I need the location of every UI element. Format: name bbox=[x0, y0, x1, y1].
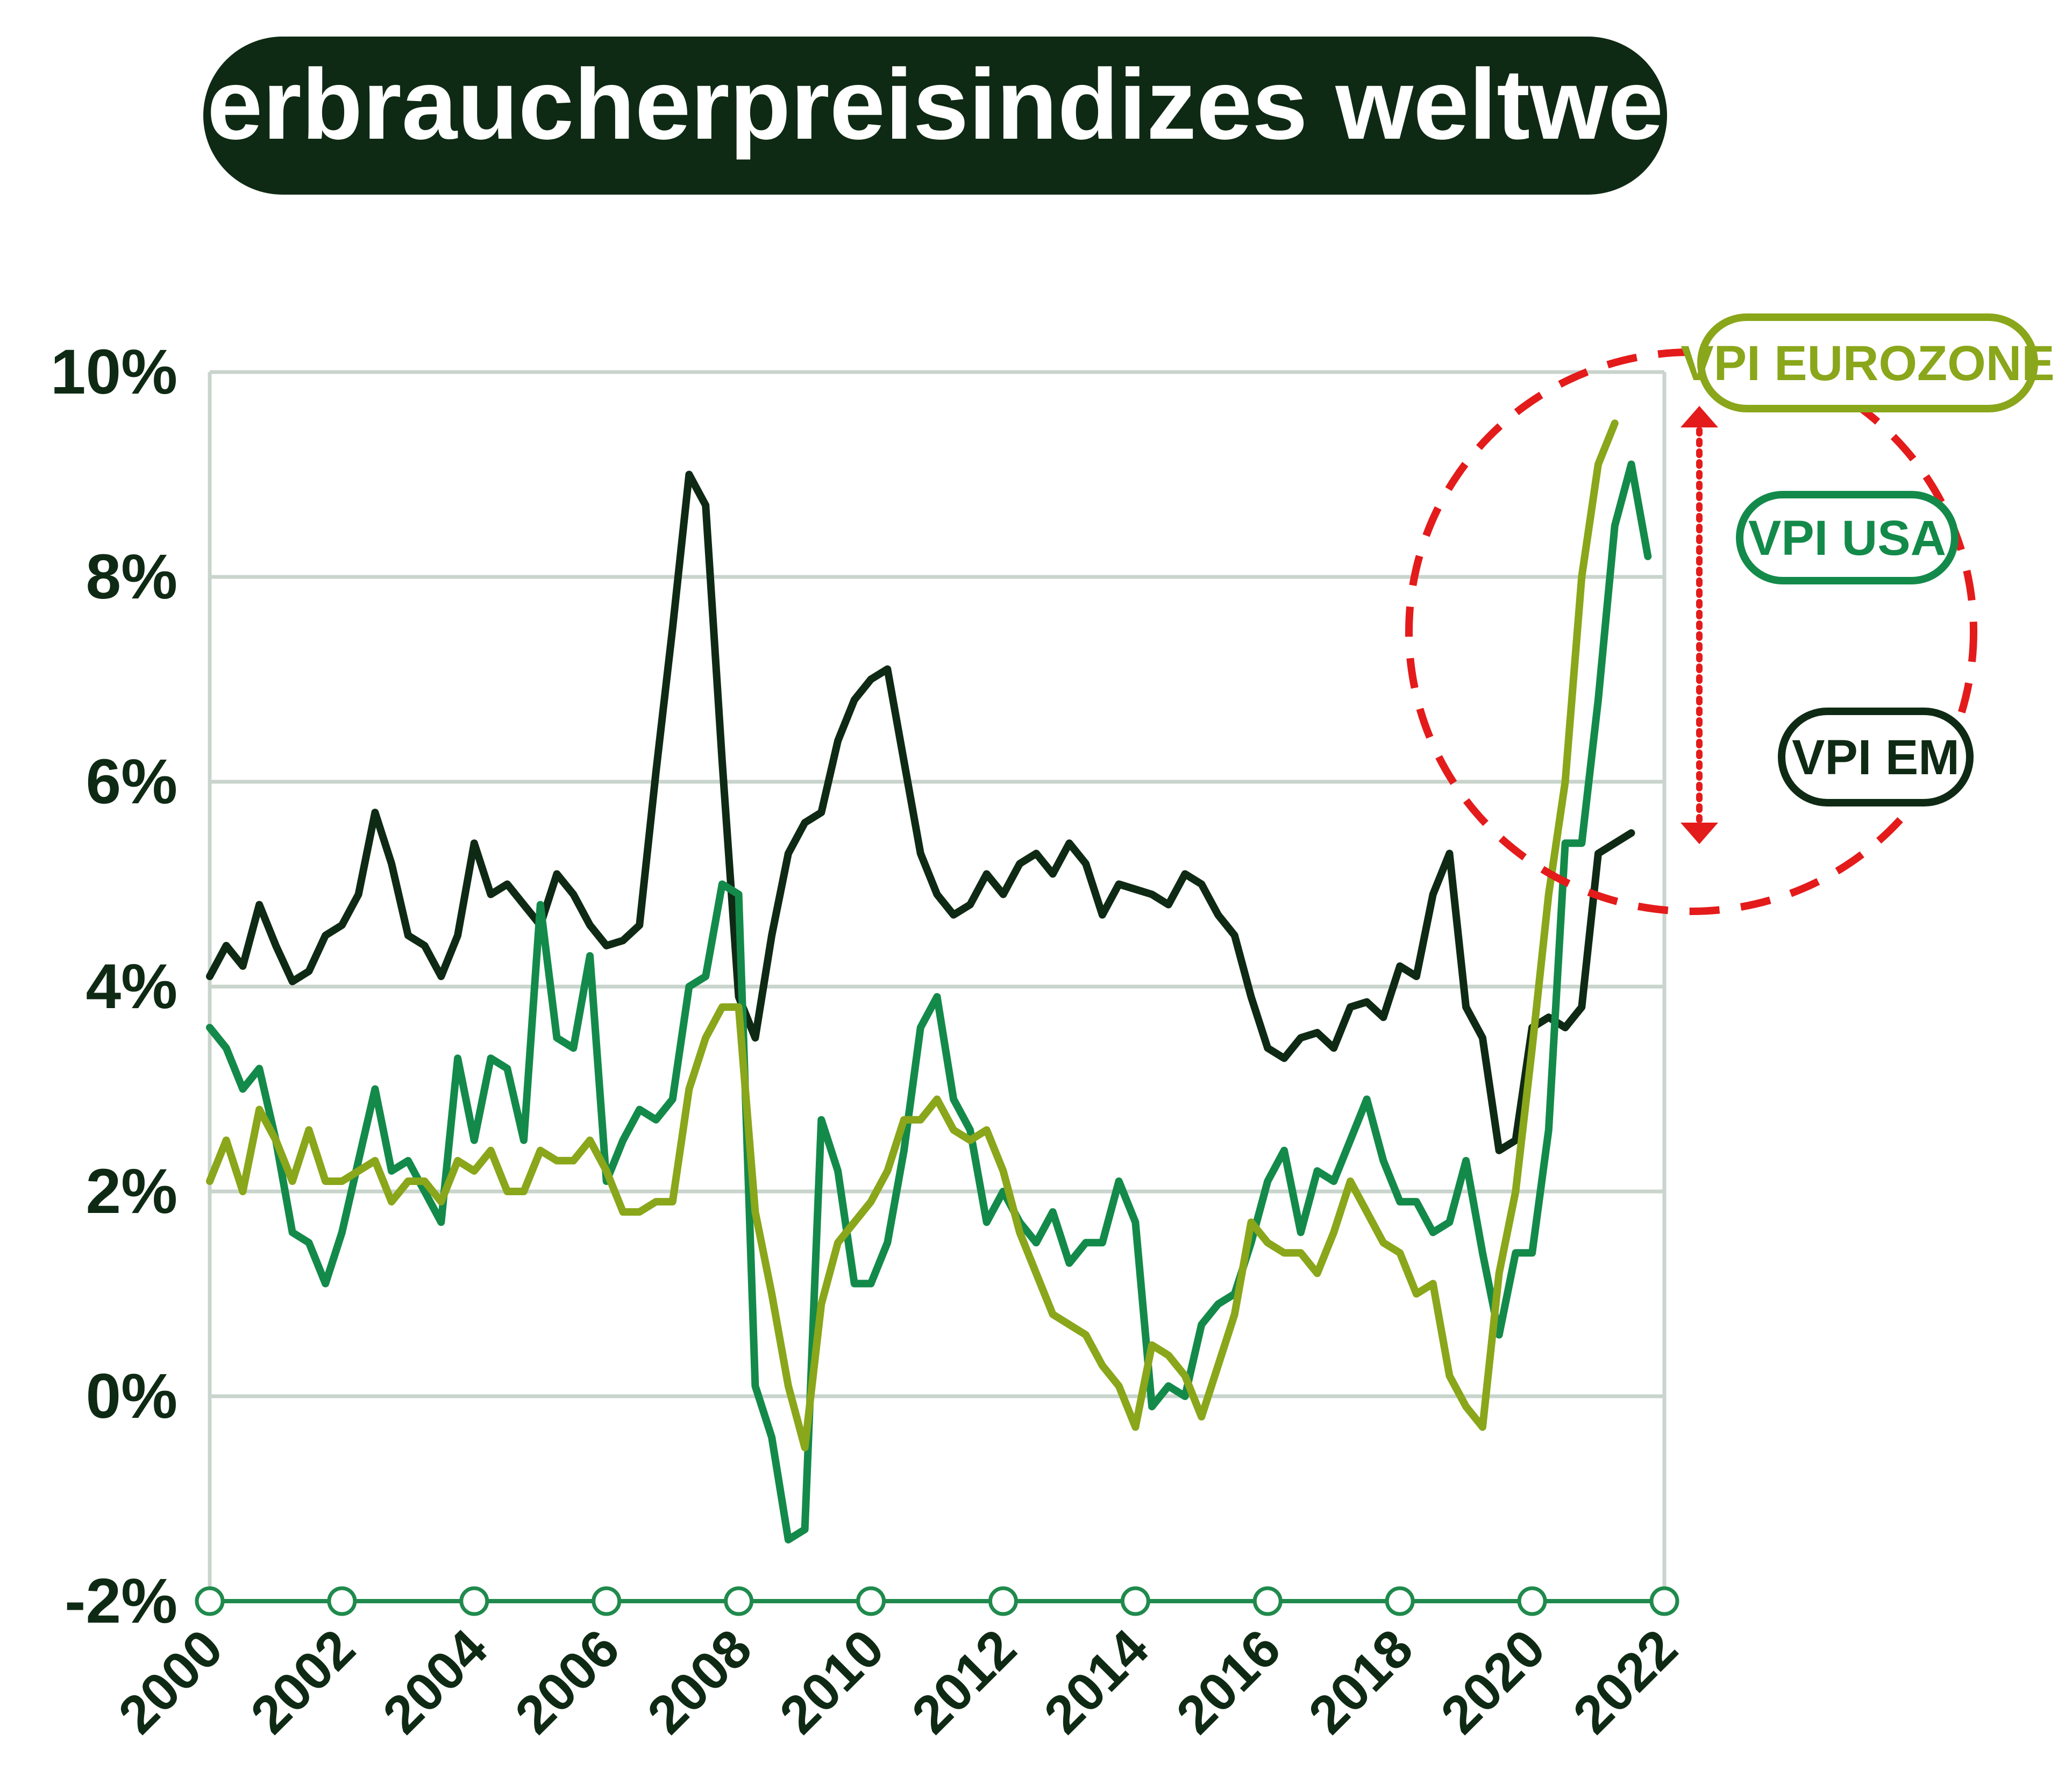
legend-item: VPI USA bbox=[1736, 491, 1959, 584]
x-axis-tick-marker bbox=[195, 1586, 225, 1616]
series-line-vpi-em bbox=[206, 470, 1635, 1154]
series-line-vpi-usa bbox=[206, 460, 1652, 1544]
x-tick-label: 2016 bbox=[1165, 1618, 1292, 1745]
legend-item: VPI EUROZONE bbox=[1681, 313, 2055, 412]
x-axis-tick-marker bbox=[856, 1586, 886, 1616]
legend: VPI EUROZONE VPI USA VPI EM bbox=[1681, 313, 2055, 806]
y-tick-label: 4% bbox=[86, 951, 177, 1022]
legend-label: VPI EM bbox=[1792, 730, 1960, 785]
x-tick-label: 2004 bbox=[372, 1618, 499, 1745]
y-tick-label: 10% bbox=[51, 337, 177, 408]
x-axis-tick-marker bbox=[1252, 1586, 1283, 1616]
series-line-vpi-eurozone bbox=[206, 419, 1619, 1452]
x-axis-tick-marker bbox=[592, 1586, 622, 1616]
x-axis-tick-marker bbox=[459, 1586, 489, 1616]
x-tick-label: 2006 bbox=[504, 1618, 631, 1745]
legend-pill bbox=[1778, 708, 1974, 806]
legend-pill bbox=[1697, 313, 2038, 412]
highlight-arrow-head-down bbox=[1681, 823, 1718, 844]
x-axis-tick-marker bbox=[1517, 1586, 1547, 1616]
x-tick-label: 2008 bbox=[636, 1618, 764, 1745]
y-tick-label: 6% bbox=[86, 746, 177, 817]
x-axis-tick-marker bbox=[724, 1586, 754, 1616]
x-axis-tick-marker bbox=[1385, 1586, 1415, 1616]
legend-pill bbox=[1736, 491, 1959, 584]
legend-label: VPI USA bbox=[1748, 511, 1946, 566]
chart-title-group: Verbraucherpreisindizes weltweit bbox=[146, 37, 1725, 195]
y-axis-tick-labels: 10% 8% 6% 4% 2% 0% -2% bbox=[51, 337, 177, 1637]
x-axis-tick-marker bbox=[988, 1586, 1018, 1616]
legend-label: VPI EUROZONE bbox=[1681, 336, 2054, 391]
x-tick-label: 2002 bbox=[239, 1618, 367, 1745]
y-tick-label: 8% bbox=[86, 541, 177, 612]
x-tick-label: 2018 bbox=[1297, 1618, 1425, 1745]
x-axis-tick-marker bbox=[1649, 1586, 1679, 1616]
axis-layer bbox=[195, 372, 1679, 1616]
x-tick-label: 2014 bbox=[1032, 1618, 1160, 1745]
x-tick-label: 2010 bbox=[768, 1618, 896, 1745]
series-layer bbox=[206, 419, 1652, 1544]
y-tick-label: 0% bbox=[86, 1361, 177, 1432]
x-tick-label: 2012 bbox=[901, 1618, 1028, 1745]
x-tick-label: 2020 bbox=[1429, 1618, 1557, 1745]
highlight-dashed-circle bbox=[1405, 348, 1977, 915]
x-axis-tick-labels: 2000 2002 2004 2006 2008 2010 2012 2014 2016 2018… bbox=[107, 1618, 1689, 1745]
x-axis-tick-marker bbox=[327, 1586, 357, 1616]
y-tick-label: 2% bbox=[86, 1156, 177, 1227]
chart-title: Verbraucherpreisindizes weltweit bbox=[146, 49, 1725, 160]
x-axis-tick-marker bbox=[1120, 1586, 1150, 1616]
highlight-arrow-head-up bbox=[1681, 406, 1718, 427]
chart-title-background bbox=[203, 37, 1667, 195]
x-tick-label: 2000 bbox=[107, 1618, 234, 1745]
highlight-annotation bbox=[1405, 348, 1977, 915]
y-tick-label: -2% bbox=[65, 1566, 177, 1637]
x-tick-label: 2022 bbox=[1562, 1618, 1689, 1745]
grid-layer bbox=[210, 370, 1664, 1398]
legend-item: VPI EM bbox=[1778, 708, 1974, 806]
